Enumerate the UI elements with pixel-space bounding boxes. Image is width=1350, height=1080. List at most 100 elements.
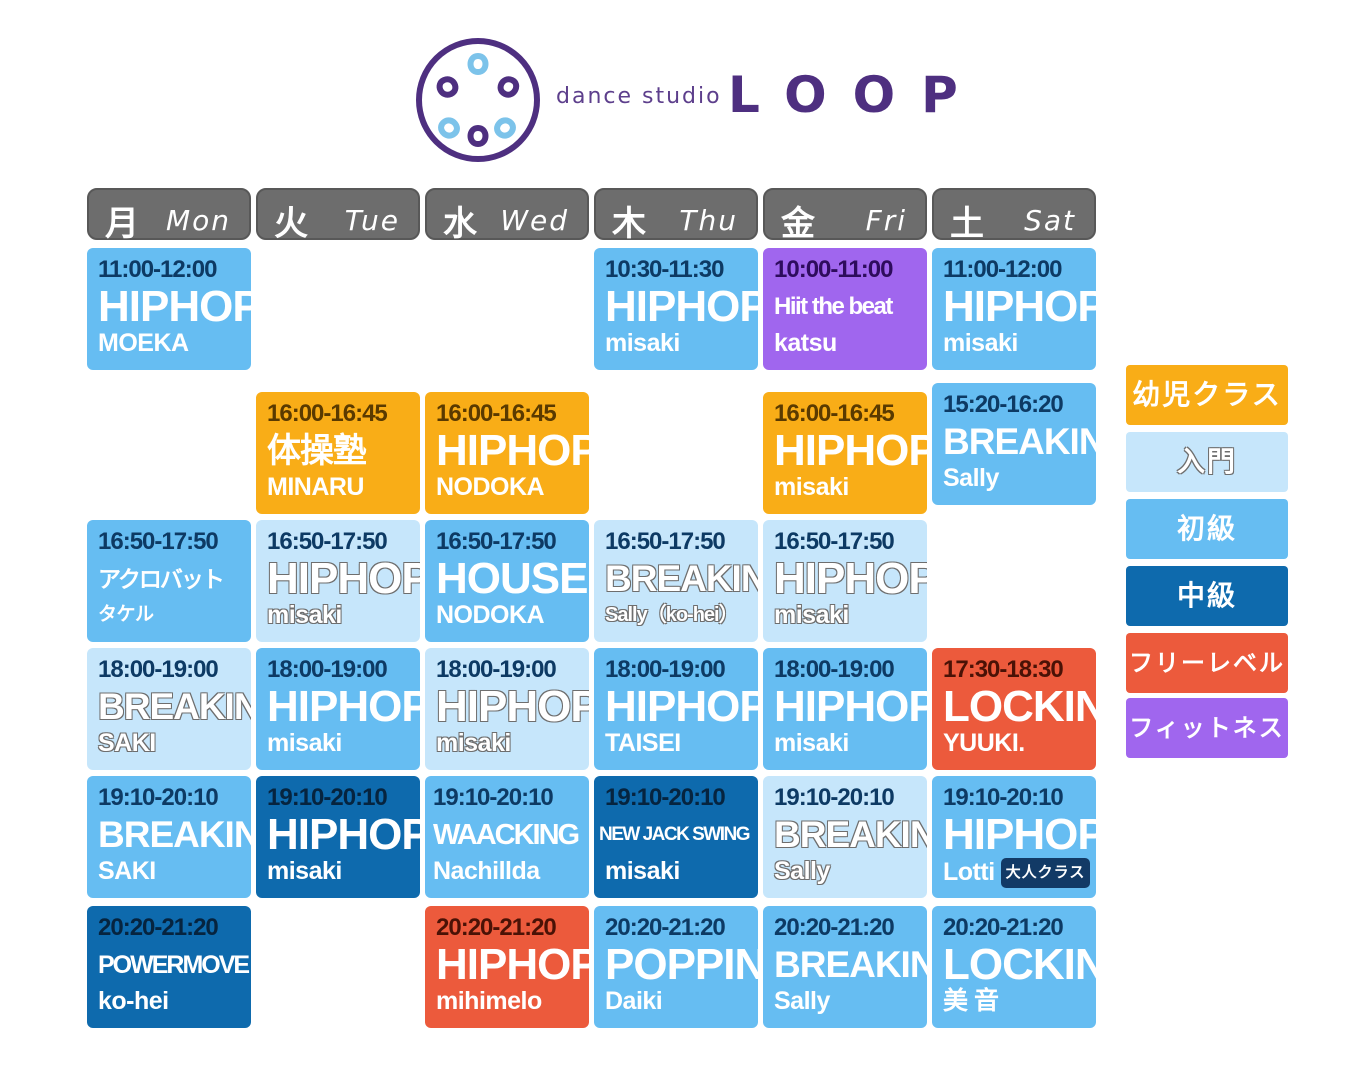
class-instructor: NODOKA	[436, 601, 545, 629]
class-name: NEW JACK SWING	[599, 824, 751, 845]
class-instructor: misaki	[605, 857, 680, 885]
class-card-thu-3[interactable]: 18:00-19:00 HIPHOP TAISEI	[594, 648, 758, 770]
class-name: 体操塾	[267, 432, 367, 470]
class-instructor: Sally	[774, 987, 830, 1015]
class-time: 16:50-17:50	[605, 528, 726, 555]
class-time: 20:20-21:20	[98, 914, 219, 941]
class-time: 20:20-21:20	[943, 914, 1064, 941]
class-instructor: misaki	[267, 857, 342, 885]
class-card-thu-4[interactable]: 19:10-20:10 NEW JACK SWING misaki	[594, 776, 758, 898]
class-name: HIPHOP	[267, 554, 420, 603]
class-name: HIPHOP	[943, 810, 1096, 859]
class-instructor: Sally	[774, 857, 830, 885]
class-instructor: ko-hei	[98, 987, 169, 1015]
class-time: 11:00-12:00	[98, 256, 217, 283]
class-time: 16:50-17:50	[436, 528, 557, 555]
class-card-sat-1[interactable]: 11:00-12:00 HIPHOP misaki	[932, 248, 1096, 370]
class-instructor: MOEKA	[98, 329, 189, 357]
day-english: Wed	[500, 204, 569, 237]
class-time: 19:10-20:10	[98, 784, 219, 811]
class-instructor: misaki	[436, 729, 511, 757]
day-header-tue: 火 Tue	[256, 188, 420, 244]
class-name: HIPHOP	[436, 426, 589, 475]
day-header-fri: 金 Fri	[763, 188, 927, 244]
day-kanji: 土	[950, 204, 984, 244]
day-english: Tue	[344, 204, 400, 237]
class-time: 19:10-20:10	[774, 784, 895, 811]
class-instructor: タケル	[98, 604, 154, 625]
class-card-mon-4[interactable]: 19:10-20:10 BREAKIN' SAKI	[87, 776, 251, 898]
day-header-sat: 土 Sat	[932, 188, 1096, 244]
class-card-wed-1[interactable]: 16:00-16:45 HIPHOP NODOKA	[425, 392, 589, 514]
class-instructor: Sally	[943, 464, 999, 492]
class-card-fri-5[interactable]: 19:10-20:10 BREAKIN' Sally	[763, 776, 927, 898]
instructor-name: Lotti	[943, 858, 995, 886]
class-card-sat-4[interactable]: 19:10-20:10 HIPHOP Lotti 大人クラス	[932, 776, 1096, 898]
class-card-tue-1[interactable]: 16:00-16:45 体操塾 MINARU	[256, 392, 420, 514]
class-card-sat-2[interactable]: 15:20-16:20 BREAKIN' Sally	[932, 383, 1096, 505]
class-time: 10:30-11:30	[605, 256, 724, 283]
day-english: Thu	[679, 204, 738, 237]
day-english: Fri	[865, 204, 907, 237]
class-name: BREAKIN'	[774, 814, 927, 855]
class-time: 18:00-19:00	[774, 656, 895, 683]
class-time: 16:00-16:45	[436, 400, 557, 427]
class-card-thu-1[interactable]: 10:30-11:30 HIPHOP misaki	[594, 248, 758, 370]
class-name: POWERMOVE	[98, 951, 250, 979]
class-time: 16:50-17:50	[774, 528, 895, 555]
class-instructor: TAISEI	[605, 729, 681, 757]
day-kanji: 木	[612, 204, 646, 244]
class-name: HOUSE	[436, 554, 588, 603]
class-name: HIPHOP	[436, 682, 589, 731]
class-time: 16:50-17:50	[267, 528, 388, 555]
class-name: HIPHOP	[774, 426, 927, 475]
day-kanji: 月	[105, 204, 139, 244]
class-name: HIPHOP	[267, 682, 420, 731]
class-card-wed-3[interactable]: 18:00-19:00 HIPHOP misaki	[425, 648, 589, 770]
class-name: HIPHOP	[605, 282, 758, 331]
class-card-tue-4[interactable]: 19:10-20:10 HIPHOP misaki	[256, 776, 420, 898]
class-instructor: misaki	[774, 473, 849, 501]
class-card-wed-5[interactable]: 20:20-21:20 HIPHOP mihimelo	[425, 906, 589, 1028]
class-time: 10:00-11:00	[774, 256, 893, 283]
adult-class-badge: 大人クラス	[1000, 858, 1091, 888]
day-header-thu: 木 Thu	[594, 188, 758, 244]
class-card-mon-5[interactable]: 20:20-21:20 POWERMOVE ko-hei	[87, 906, 251, 1028]
class-card-wed-4[interactable]: 19:10-20:10 WAACKING Nachillda	[425, 776, 589, 898]
class-instructor: SAKI	[98, 729, 156, 757]
class-card-tue-2[interactable]: 16:50-17:50 HIPHOP misaki	[256, 520, 420, 642]
class-time: 19:10-20:10	[943, 784, 1064, 811]
class-name: Hiit the beat	[774, 293, 893, 320]
class-instructor: mihimelo	[436, 987, 542, 1015]
legend-kids: 幼児クラス	[1126, 365, 1288, 425]
class-name: HIPHOP	[774, 554, 927, 603]
class-card-sat-5[interactable]: 20:20-21:20 LOCKIN 美 音	[932, 906, 1096, 1028]
class-card-fri-2[interactable]: 16:00-16:45 HIPHOP misaki	[763, 392, 927, 514]
legend-fitness: フィットネス	[1126, 698, 1288, 758]
class-card-tue-3[interactable]: 18:00-19:00 HIPHOP misaki	[256, 648, 420, 770]
class-card-sat-3[interactable]: 17:30-18:30 LOCKIN YUUKI.	[932, 648, 1096, 770]
class-card-fri-1[interactable]: 10:00-11:00 Hiit the beat katsu	[763, 248, 927, 370]
class-time: 16:00-16:45	[267, 400, 388, 427]
class-card-mon-2[interactable]: 16:50-17:50 アクロバット タケル	[87, 520, 251, 642]
class-card-thu-5[interactable]: 20:20-21:20 POPPIN Daiki	[594, 906, 758, 1028]
class-instructor: misaki	[774, 601, 849, 629]
class-time: 18:00-19:00	[98, 656, 219, 683]
class-card-mon-1[interactable]: 11:00-12:00 HIPHOP MOEKA	[87, 248, 251, 370]
class-card-thu-2[interactable]: 16:50-17:50 BREAKIN' Sally（ko-hei）	[594, 520, 758, 642]
class-time: 18:00-19:00	[605, 656, 726, 683]
class-time: 17:30-18:30	[943, 656, 1064, 683]
class-name: アクロバット	[98, 566, 225, 592]
day-kanji: 金	[781, 204, 815, 244]
class-name: HIPHOP	[605, 682, 758, 731]
class-card-fri-3[interactable]: 16:50-17:50 HIPHOP misaki	[763, 520, 927, 642]
class-time: 18:00-19:00	[267, 656, 388, 683]
class-time: 20:20-21:20	[605, 914, 726, 941]
class-card-wed-2[interactable]: 16:50-17:50 HOUSE NODOKA	[425, 520, 589, 642]
class-card-mon-3[interactable]: 18:00-19:00 BREAKIN' SAKI	[87, 648, 251, 770]
class-card-fri-4[interactable]: 18:00-19:00 HIPHOP misaki	[763, 648, 927, 770]
class-instructor: MINARU	[267, 473, 365, 501]
class-name: BREAKIN'	[774, 944, 927, 985]
class-instructor: misaki	[605, 329, 680, 357]
class-card-fri-6[interactable]: 20:20-21:20 BREAKIN' Sally	[763, 906, 927, 1028]
